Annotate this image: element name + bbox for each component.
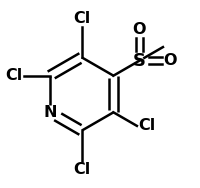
- Text: N: N: [43, 105, 56, 120]
- Text: O: O: [163, 53, 176, 68]
- Text: O: O: [132, 22, 146, 36]
- Text: Cl: Cl: [6, 68, 23, 83]
- Text: Cl: Cl: [73, 11, 90, 26]
- Text: Cl: Cl: [73, 162, 90, 177]
- Text: Cl: Cl: [137, 118, 154, 133]
- Text: S: S: [132, 52, 145, 70]
